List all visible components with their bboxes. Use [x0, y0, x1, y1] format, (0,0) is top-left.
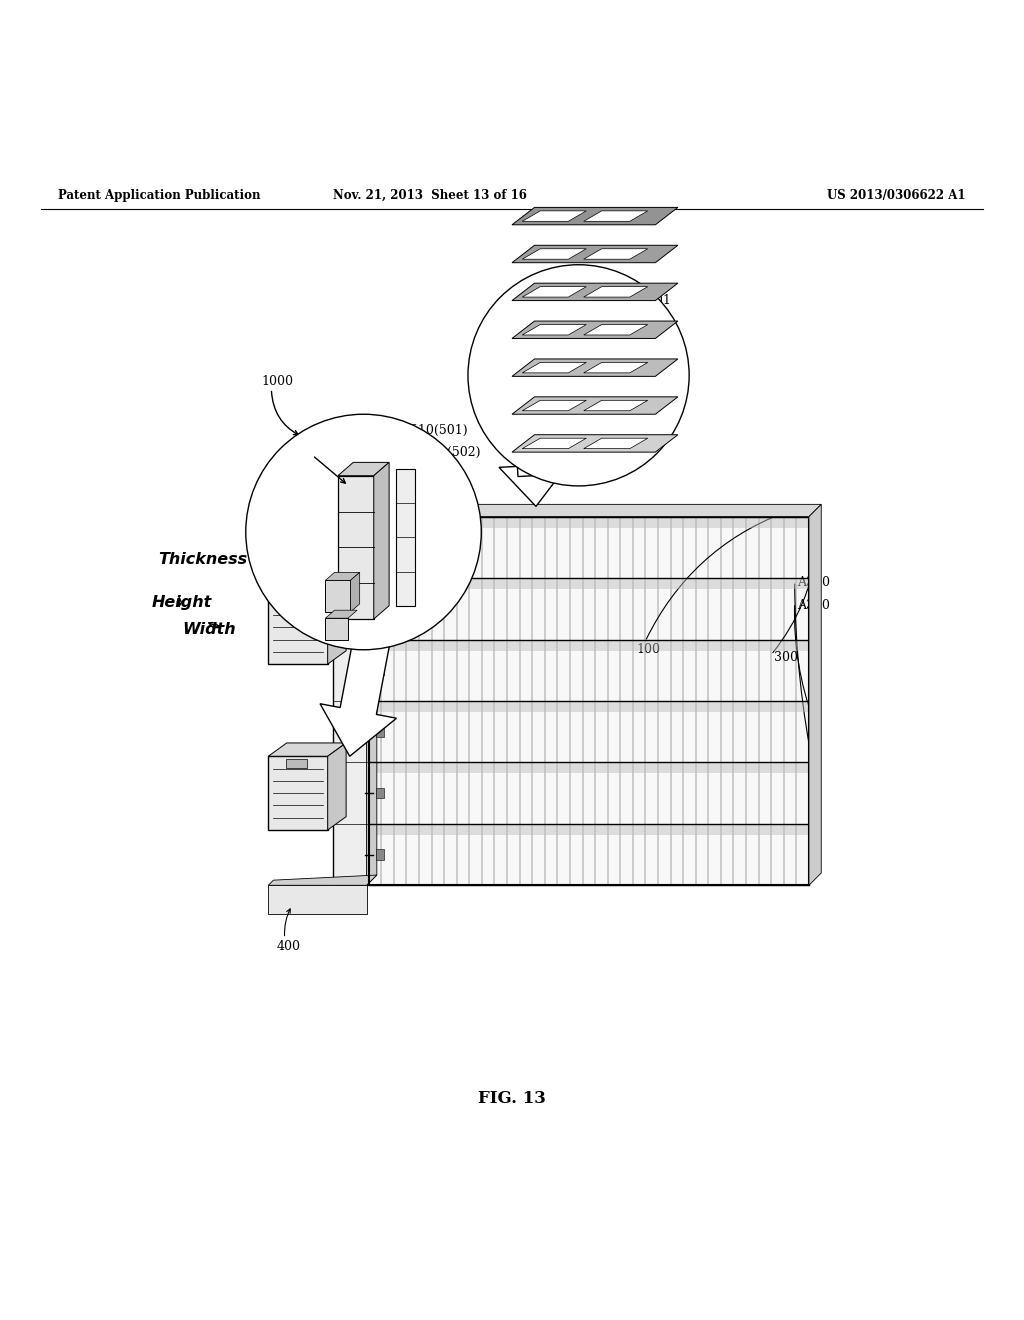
Polygon shape [584, 400, 648, 411]
Bar [369, 516, 809, 528]
Bar [369, 701, 809, 711]
Text: Width: Width [182, 622, 236, 636]
Polygon shape [512, 397, 678, 414]
Polygon shape [522, 438, 587, 449]
Polygon shape [512, 246, 678, 263]
Polygon shape [376, 665, 384, 676]
Circle shape [246, 414, 481, 649]
Polygon shape [328, 743, 346, 830]
Polygon shape [522, 211, 587, 222]
Polygon shape [512, 284, 678, 301]
Polygon shape [369, 504, 821, 516]
Polygon shape [522, 248, 587, 259]
Text: 200: 200 [299, 467, 323, 480]
Polygon shape [338, 462, 389, 475]
Polygon shape [376, 788, 384, 799]
Text: Patent Application Publication: Patent Application Publication [58, 189, 261, 202]
Polygon shape [376, 603, 384, 614]
Text: FIG. 13: FIG. 13 [478, 1090, 546, 1106]
Polygon shape [328, 577, 346, 664]
Polygon shape [333, 516, 367, 886]
Polygon shape [512, 434, 678, 453]
Text: 510(502): 510(502) [423, 446, 480, 458]
Bar [369, 639, 809, 651]
Text: 300: 300 [774, 652, 798, 664]
Polygon shape [268, 875, 377, 886]
Text: 1000: 1000 [261, 375, 293, 388]
Polygon shape [522, 400, 587, 411]
Circle shape [468, 265, 689, 486]
Polygon shape [499, 463, 568, 507]
Polygon shape [321, 626, 396, 756]
Polygon shape [268, 756, 328, 830]
Bar [369, 824, 809, 834]
Polygon shape [268, 743, 346, 756]
Polygon shape [367, 507, 377, 886]
Polygon shape [326, 581, 350, 612]
Text: US 2013/0306622 A1: US 2013/0306622 A1 [826, 189, 966, 202]
Polygon shape [396, 469, 415, 606]
Polygon shape [512, 359, 678, 376]
Polygon shape [584, 211, 648, 222]
Polygon shape [584, 286, 648, 297]
Polygon shape [522, 286, 587, 297]
Polygon shape [350, 573, 359, 612]
Bar [369, 763, 809, 774]
Polygon shape [809, 504, 821, 886]
Polygon shape [374, 462, 389, 619]
Polygon shape [584, 363, 648, 372]
Text: 101: 101 [557, 276, 582, 289]
Polygon shape [376, 850, 384, 859]
Polygon shape [326, 610, 357, 618]
Text: Height: Height [152, 595, 212, 610]
Polygon shape [326, 618, 348, 640]
Polygon shape [522, 363, 587, 372]
Text: Thickness: Thickness [159, 552, 248, 568]
Text: Nov. 21, 2013  Sheet 13 of 16: Nov. 21, 2013 Sheet 13 of 16 [333, 189, 527, 202]
Bar [369, 578, 809, 589]
Polygon shape [512, 321, 678, 338]
Bar [286, 759, 307, 768]
Text: 100: 100 [637, 643, 660, 656]
Polygon shape [338, 475, 374, 619]
Text: 510(501): 510(501) [410, 424, 467, 437]
Bar [286, 593, 307, 602]
Polygon shape [268, 590, 328, 664]
Text: 400: 400 [276, 940, 300, 953]
Polygon shape [512, 207, 678, 224]
Polygon shape [369, 516, 809, 886]
Text: A320: A320 [797, 599, 829, 612]
Polygon shape [268, 886, 367, 913]
Polygon shape [584, 248, 648, 259]
Polygon shape [584, 325, 648, 335]
Text: A310: A310 [797, 576, 829, 589]
Text: 201: 201 [647, 294, 671, 306]
Polygon shape [326, 573, 359, 581]
Polygon shape [376, 543, 384, 553]
Polygon shape [333, 507, 377, 516]
Polygon shape [268, 577, 346, 590]
Polygon shape [376, 726, 384, 737]
Polygon shape [522, 325, 587, 335]
Polygon shape [584, 438, 648, 449]
